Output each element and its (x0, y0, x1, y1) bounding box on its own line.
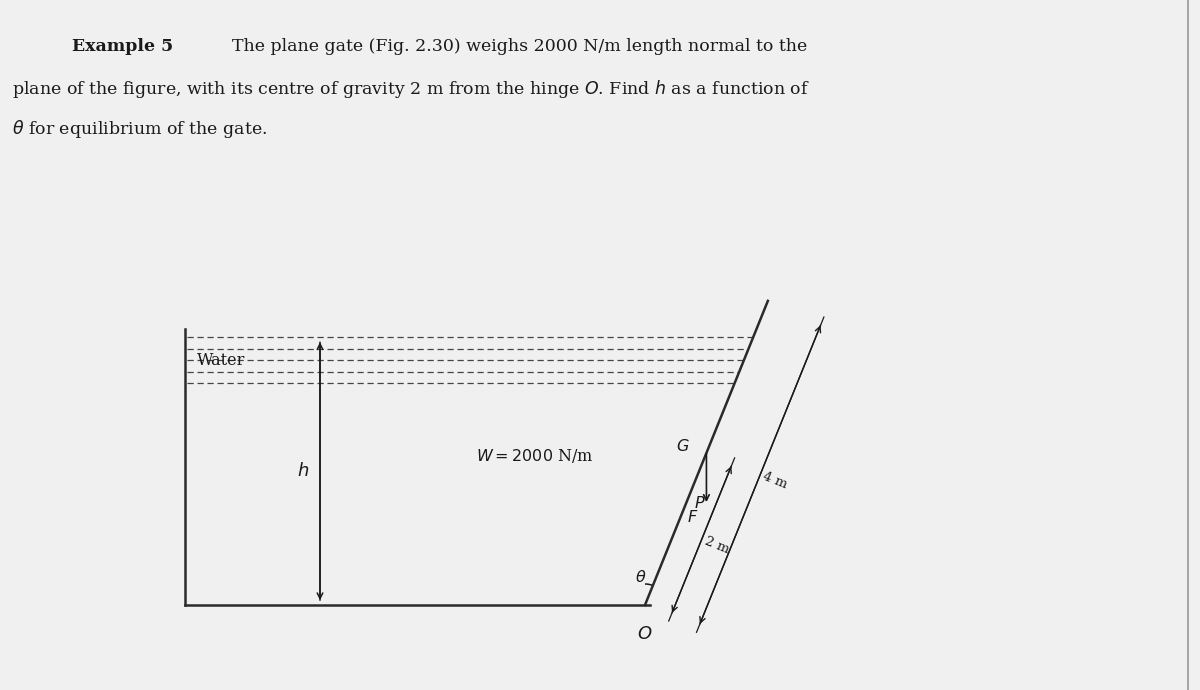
Text: $G$: $G$ (677, 438, 690, 455)
Text: $\theta$: $\theta$ (635, 569, 647, 586)
Text: $W = 2000$ N/m: $W = 2000$ N/m (475, 447, 593, 465)
Text: $P$: $P$ (695, 495, 706, 512)
Text: 4 m: 4 m (761, 470, 790, 491)
Text: $h$: $h$ (296, 462, 310, 480)
Text: $\theta$ for equilibrium of the gate.: $\theta$ for equilibrium of the gate. (12, 118, 268, 140)
Text: 2 m: 2 m (702, 535, 731, 556)
Text: plane of the figure, with its centre of gravity 2 m from the hinge $O$. Find $h$: plane of the figure, with its centre of … (12, 78, 810, 100)
Text: $O$: $O$ (637, 625, 653, 643)
Text: Example 5: Example 5 (72, 38, 173, 55)
Text: $F$: $F$ (688, 509, 698, 526)
Text: The plane gate (Fig. 2.30) weighs 2000 N/m length normal to the: The plane gate (Fig. 2.30) weighs 2000 N… (232, 38, 808, 55)
Text: Water: Water (197, 352, 245, 369)
